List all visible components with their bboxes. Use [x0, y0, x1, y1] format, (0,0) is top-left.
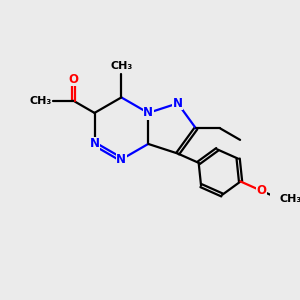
Text: N: N	[173, 97, 183, 110]
Text: CH₃: CH₃	[30, 96, 52, 106]
Text: N: N	[143, 106, 153, 119]
Text: N: N	[116, 153, 126, 166]
Text: N: N	[89, 137, 100, 150]
Text: CH₃: CH₃	[280, 194, 300, 204]
Text: CH₃: CH₃	[110, 61, 133, 71]
Text: O: O	[256, 184, 266, 197]
Text: O: O	[68, 73, 79, 86]
